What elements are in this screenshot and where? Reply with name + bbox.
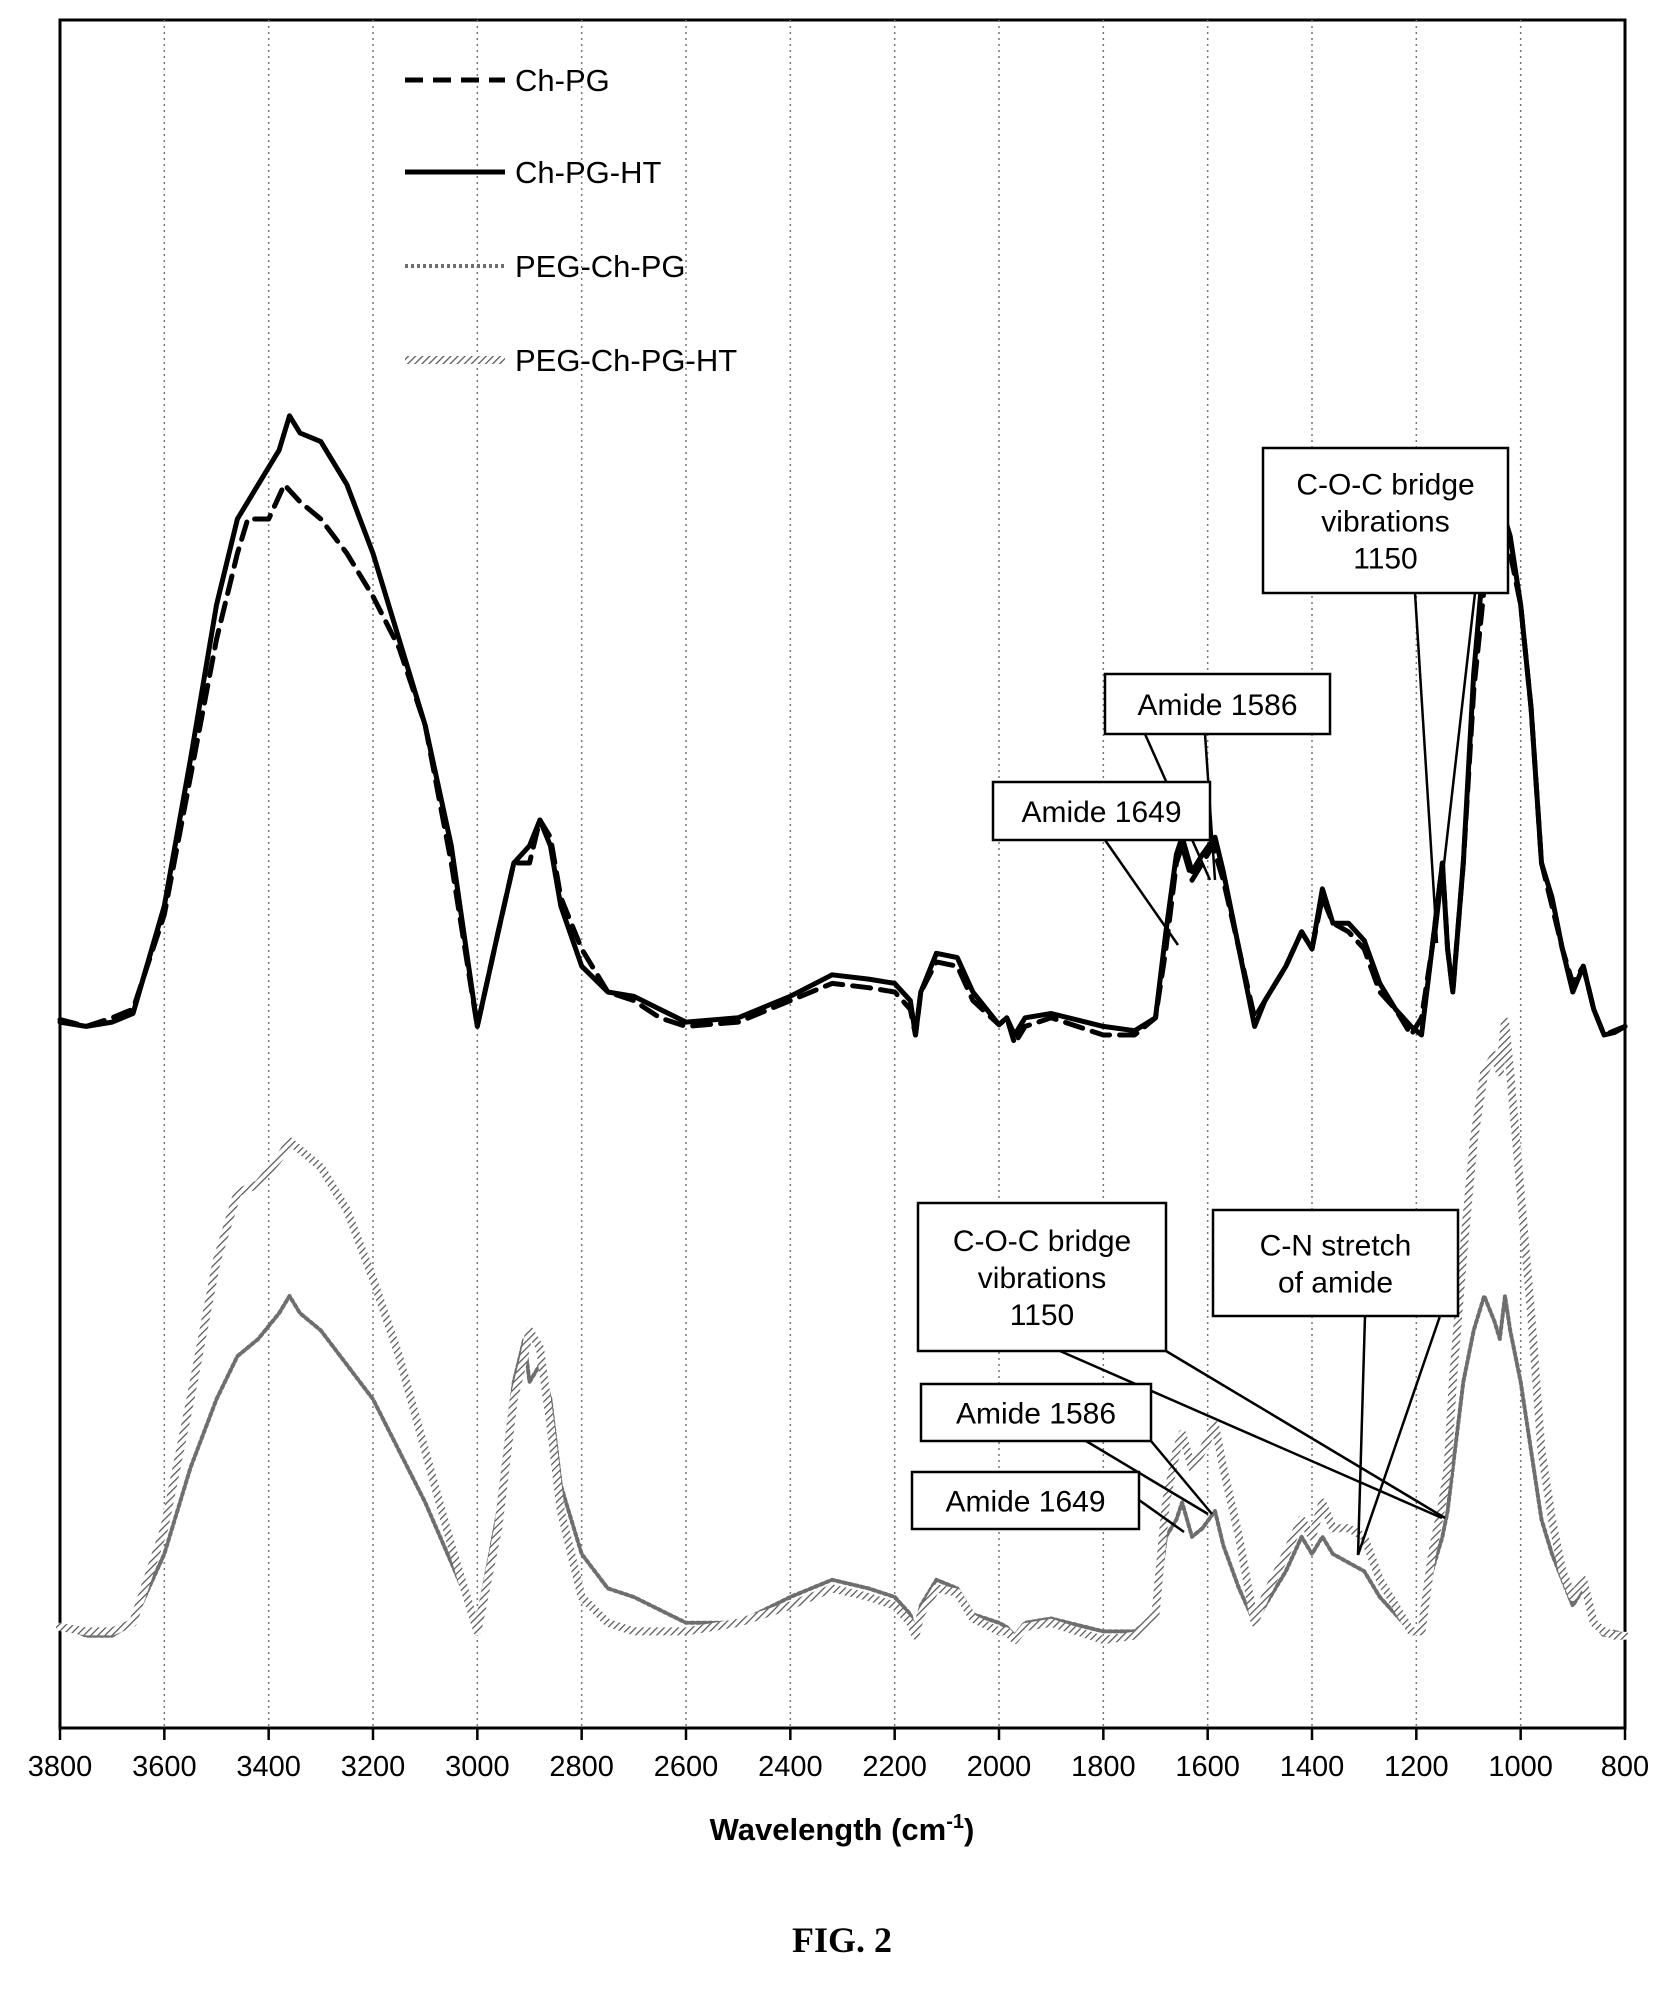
grid-lines <box>163 20 1522 1728</box>
tick-label-2800: 2800 <box>549 1751 614 1783</box>
annotation-top-amide1586: Amide 1586 <box>1103 672 1332 881</box>
annotation-box <box>910 1470 1141 1531</box>
annotation-text: Amide 1586 <box>1137 689 1297 722</box>
annotation-text: C-N stretch <box>1260 1230 1412 1263</box>
tick-label-3200: 3200 <box>341 1751 406 1783</box>
annotation-leader <box>1356 1315 1442 1556</box>
annotation-bot-cn: C-N stretch of amide <box>1211 1208 1460 1556</box>
x-axis-title: Wavelength (cm-1) <box>710 1811 975 1847</box>
annotation-text: C-O-C bridge <box>953 1225 1131 1258</box>
annotation-box <box>1261 446 1510 595</box>
annotation-top-amide1649: Amide 1649 <box>991 780 1212 946</box>
annotation-leader <box>1138 1498 1185 1534</box>
tick-label-1800: 1800 <box>1071 1751 1136 1783</box>
figure-label: FIG. 2 <box>792 1920 892 1960</box>
legend-label-peg-ch-pg: PEG-Ch-PG <box>515 249 686 284</box>
x-axis-ticks: 3800 3600 3400 3200 3000 2800 2600 2400 2200 2000… <box>28 1728 1649 1783</box>
annotation-text: 1150 <box>1353 543 1418 576</box>
annotation-leader <box>1165 1349 1446 1520</box>
annotation-box <box>991 780 1212 842</box>
annotation-bot-amide1586: Amide 1586 <box>919 1382 1213 1516</box>
annotation-box <box>916 1201 1168 1353</box>
annotation-text: of amide <box>1278 1267 1393 1300</box>
annotations: C-O-C bridge vibrations 1150 Amide 1586 Amid… <box>910 446 1510 1556</box>
tick-label-2400: 2400 <box>758 1751 823 1783</box>
annotation-bot-coc: C-O-C bridge vibrations 1150 <box>916 1201 1446 1520</box>
tick-label-3800: 3800 <box>28 1751 93 1783</box>
legend-label-peg-ch-pg-ht: PEG-Ch-PG-HT <box>515 343 737 378</box>
tick-label-1400: 1400 <box>1280 1751 1345 1783</box>
annotation-text: vibrations <box>1321 506 1449 539</box>
tick-label-3400: 3400 <box>236 1751 301 1783</box>
annotation-leader <box>1059 1349 1443 1520</box>
annotation-top-coc: C-O-C bridge vibrations 1150 <box>1261 446 1510 944</box>
annotation-box <box>919 1382 1153 1443</box>
annotation-text: vibrations <box>978 1262 1106 1295</box>
annotation-box <box>1103 672 1332 736</box>
tick-label-1200: 1200 <box>1384 1751 1449 1783</box>
tick-label-800: 800 <box>1601 1751 1649 1783</box>
legend-label-ch-pg-ht: Ch-PG-HT <box>515 155 661 190</box>
annotation-leader <box>1085 1439 1209 1516</box>
tick-label-2000: 2000 <box>967 1751 1032 1783</box>
legend-label-ch-pg: Ch-PG <box>515 63 610 98</box>
annotation-leader <box>1356 1315 1367 1556</box>
annotation-leader <box>1433 592 1477 944</box>
annotation-leader <box>1150 1440 1213 1515</box>
annotation-box <box>1211 1208 1460 1318</box>
annotation-text: Amide 1649 <box>945 1486 1105 1519</box>
annotation-text: 1150 <box>1010 1299 1075 1332</box>
annotation-bot-amide1649: Amide 1649 <box>910 1470 1185 1534</box>
annotation-text: C-O-C bridge <box>1296 469 1474 502</box>
tick-label-3600: 3600 <box>132 1751 197 1783</box>
annotation-leader <box>1103 839 1180 946</box>
tick-label-1000: 1000 <box>1488 1751 1553 1783</box>
annotation-text: Amide 1649 <box>1021 796 1181 829</box>
annotation-text: Amide 1586 <box>956 1398 1116 1431</box>
series-line-peg-ch-pg-ht <box>56 1016 1629 1644</box>
plot-frame <box>58 18 1627 1730</box>
tick-label-3000: 3000 <box>445 1751 510 1783</box>
tick-label-2200: 2200 <box>862 1751 927 1783</box>
tick-label-2600: 2600 <box>654 1751 719 1783</box>
spectra <box>56 413 1629 1644</box>
legend: Ch-PG Ch-PG-HT PEG-Ch-PG PEG-Ch-PG-HT <box>405 63 737 378</box>
annotation-leader <box>1413 592 1439 944</box>
series-line-peg-ch-pg <box>58 1294 1627 1638</box>
tick-label-1600: 1600 <box>1175 1751 1240 1783</box>
